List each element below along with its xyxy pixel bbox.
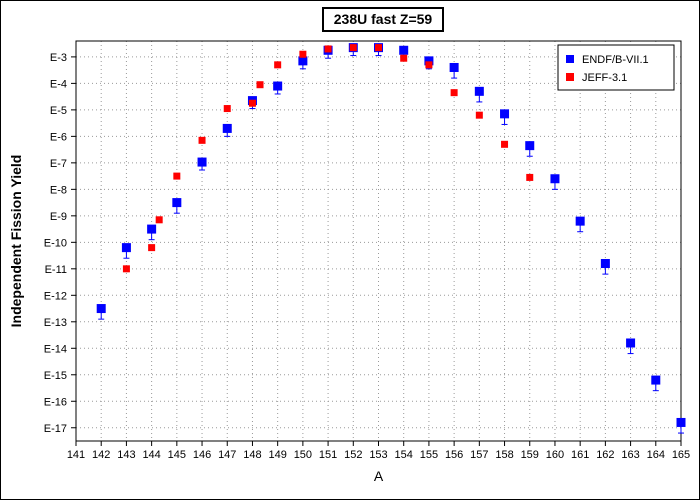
x-tick-label: 142 (92, 449, 110, 461)
y-axis-label: Independent Fission Yield (8, 155, 24, 328)
data-point-endf (424, 56, 434, 66)
data-point-endf (500, 109, 510, 119)
data-point-endf (222, 123, 232, 133)
y-tick-label: E-11 (45, 264, 67, 276)
y-tick-label: E-13 (44, 317, 67, 329)
y-tick-label: E-7 (50, 158, 67, 170)
data-point-jeff (256, 81, 264, 89)
y-tick-label: E-4 (50, 78, 67, 90)
x-tick-label: 151 (319, 449, 337, 461)
y-tick-label: E-17 (44, 423, 67, 435)
x-tick-label: 163 (621, 449, 639, 461)
x-tick-label: 158 (495, 449, 513, 461)
chart-title: 238U fast Z=59 (322, 7, 444, 32)
data-point-endf (172, 198, 182, 208)
x-tick-label: 157 (470, 449, 488, 461)
data-point-jeff (475, 111, 483, 119)
y-tick-label: E-15 (44, 370, 67, 382)
y-tick-label: E-14 (44, 343, 67, 355)
data-point-endf (96, 304, 106, 314)
x-tick-label: 148 (243, 449, 261, 461)
data-point-endf (121, 243, 131, 253)
data-point-jeff (526, 173, 534, 181)
legend-marker (566, 73, 574, 81)
x-tick-label: 149 (268, 449, 286, 461)
x-tick-label: 146 (193, 449, 211, 461)
x-axis-label: A (374, 468, 384, 484)
legend-label: ENDF/B-VII.1 (582, 54, 649, 66)
data-point-endf (147, 224, 157, 234)
y-tick-label: E-9 (50, 211, 67, 223)
x-tick-label: 159 (521, 449, 539, 461)
x-tick-label: 154 (395, 449, 413, 461)
y-tick-label: E-16 (44, 396, 67, 408)
data-point-endf (676, 417, 686, 427)
x-tick-label: 160 (546, 449, 564, 461)
data-point-endf (197, 157, 207, 167)
x-tick-label: 165 (672, 449, 690, 461)
x-tick-label: 144 (142, 449, 160, 461)
x-tick-label: 145 (168, 449, 186, 461)
data-point-jeff (223, 105, 231, 113)
data-point-jeff (375, 44, 382, 52)
x-tick-label: 147 (218, 449, 236, 461)
data-point-jeff (122, 265, 130, 273)
y-tick-label: E-5 (50, 105, 67, 117)
x-tick-label: 143 (117, 449, 135, 461)
data-point-jeff (299, 50, 307, 58)
x-tick-label: 141 (67, 449, 85, 461)
data-point-endf (474, 86, 484, 96)
data-point-jeff (349, 44, 357, 52)
data-point-jeff (501, 140, 509, 148)
x-tick-label: 161 (571, 449, 589, 461)
data-point-jeff (400, 54, 408, 62)
y-tick-label: E-10 (44, 237, 67, 249)
data-point-jeff (274, 61, 282, 69)
data-point-endf (449, 62, 459, 72)
data-point-jeff (198, 136, 206, 144)
data-point-endf (550, 174, 560, 184)
data-point-endf (525, 141, 535, 151)
y-tick-label: E-6 (50, 131, 67, 143)
data-point-endf (575, 216, 585, 226)
y-tick-label: E-3 (50, 52, 67, 64)
data-point-jeff (425, 61, 433, 69)
legend-label: JEFF-3.1 (582, 72, 627, 84)
data-point-jeff (173, 172, 181, 180)
data-point-jeff (324, 45, 332, 53)
x-tick-label: 150 (294, 449, 312, 461)
data-point-endf (399, 45, 409, 55)
y-tick-label: E-8 (50, 184, 67, 196)
legend-marker (566, 55, 574, 63)
x-tick-label: 153 (369, 449, 387, 461)
x-tick-label: 164 (647, 449, 665, 461)
legend-box (557, 44, 675, 91)
data-point-endf (651, 375, 661, 385)
data-point-jeff (155, 216, 163, 224)
x-tick-label: 162 (596, 449, 614, 461)
data-point-endf (626, 338, 636, 348)
data-point-jeff (148, 244, 156, 252)
data-point-jeff (248, 99, 256, 107)
data-point-endf (298, 56, 308, 66)
data-point-endf (273, 81, 283, 91)
y-tick-label: E-12 (44, 290, 67, 302)
x-tick-label: 152 (344, 449, 362, 461)
x-tick-label: 156 (445, 449, 463, 461)
data-point-jeff (450, 89, 458, 97)
x-tick-label: 155 (420, 449, 438, 461)
data-point-endf (600, 259, 610, 269)
